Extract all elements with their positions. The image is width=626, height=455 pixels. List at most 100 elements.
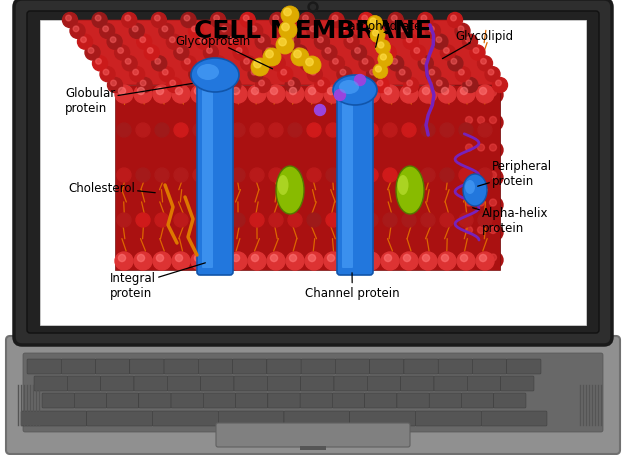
Ellipse shape bbox=[333, 76, 377, 106]
Circle shape bbox=[370, 70, 376, 76]
Circle shape bbox=[288, 124, 302, 138]
Circle shape bbox=[125, 16, 131, 22]
Circle shape bbox=[103, 27, 108, 33]
Circle shape bbox=[269, 213, 283, 228]
Circle shape bbox=[475, 88, 491, 104]
Circle shape bbox=[100, 24, 115, 39]
Text: Integral
protein: Integral protein bbox=[110, 263, 205, 299]
Circle shape bbox=[279, 39, 286, 47]
Circle shape bbox=[103, 70, 109, 76]
Circle shape bbox=[423, 255, 429, 262]
Circle shape bbox=[324, 86, 342, 104]
Circle shape bbox=[210, 14, 225, 29]
Circle shape bbox=[108, 78, 123, 93]
Circle shape bbox=[426, 24, 440, 39]
Circle shape bbox=[359, 14, 374, 29]
FancyBboxPatch shape bbox=[429, 393, 461, 408]
Circle shape bbox=[267, 253, 285, 270]
Circle shape bbox=[421, 213, 435, 228]
Circle shape bbox=[229, 86, 247, 104]
Circle shape bbox=[463, 143, 479, 159]
Circle shape bbox=[251, 27, 257, 33]
Circle shape bbox=[255, 35, 270, 50]
FancyBboxPatch shape bbox=[401, 376, 434, 391]
Circle shape bbox=[137, 255, 145, 262]
Circle shape bbox=[118, 255, 126, 262]
FancyBboxPatch shape bbox=[350, 411, 416, 426]
Circle shape bbox=[448, 57, 463, 72]
Circle shape bbox=[93, 57, 108, 72]
Circle shape bbox=[400, 253, 418, 270]
Circle shape bbox=[136, 213, 150, 228]
Circle shape bbox=[419, 86, 437, 104]
Circle shape bbox=[130, 67, 145, 82]
Circle shape bbox=[269, 124, 283, 138]
Circle shape bbox=[213, 255, 220, 262]
Circle shape bbox=[440, 213, 454, 228]
Circle shape bbox=[370, 29, 385, 43]
FancyBboxPatch shape bbox=[438, 359, 473, 374]
FancyBboxPatch shape bbox=[164, 359, 198, 374]
Circle shape bbox=[254, 61, 261, 69]
Circle shape bbox=[200, 81, 205, 86]
Circle shape bbox=[281, 70, 287, 76]
Circle shape bbox=[210, 86, 228, 104]
Circle shape bbox=[307, 24, 322, 39]
Circle shape bbox=[369, 27, 375, 33]
Circle shape bbox=[487, 88, 503, 104]
Ellipse shape bbox=[277, 176, 289, 196]
Circle shape bbox=[212, 213, 226, 228]
Circle shape bbox=[478, 172, 485, 179]
Circle shape bbox=[140, 81, 146, 86]
FancyBboxPatch shape bbox=[27, 12, 599, 333]
Circle shape bbox=[374, 35, 389, 50]
Circle shape bbox=[362, 59, 368, 65]
Circle shape bbox=[354, 76, 366, 86]
Circle shape bbox=[340, 70, 346, 76]
Circle shape bbox=[480, 88, 486, 96]
Circle shape bbox=[381, 46, 396, 61]
Circle shape bbox=[300, 57, 315, 72]
Circle shape bbox=[289, 88, 297, 96]
Ellipse shape bbox=[191, 59, 239, 93]
Circle shape bbox=[291, 49, 309, 67]
FancyBboxPatch shape bbox=[332, 393, 365, 408]
Bar bbox=[300, 446, 326, 450]
FancyBboxPatch shape bbox=[336, 359, 370, 374]
Circle shape bbox=[463, 197, 479, 213]
Circle shape bbox=[346, 88, 354, 96]
Circle shape bbox=[332, 16, 338, 22]
Circle shape bbox=[286, 86, 304, 104]
Circle shape bbox=[329, 14, 344, 29]
Circle shape bbox=[458, 70, 464, 76]
Circle shape bbox=[487, 197, 503, 213]
Circle shape bbox=[381, 253, 399, 270]
Circle shape bbox=[314, 35, 329, 50]
Circle shape bbox=[212, 169, 226, 182]
Circle shape bbox=[473, 49, 479, 54]
Circle shape bbox=[459, 213, 473, 228]
Circle shape bbox=[433, 35, 448, 50]
Circle shape bbox=[174, 124, 188, 138]
Circle shape bbox=[134, 86, 152, 104]
FancyBboxPatch shape bbox=[134, 376, 167, 391]
Circle shape bbox=[475, 253, 491, 268]
Circle shape bbox=[485, 67, 500, 82]
Circle shape bbox=[278, 67, 293, 82]
Circle shape bbox=[174, 213, 188, 228]
Circle shape bbox=[236, 49, 242, 54]
Circle shape bbox=[314, 105, 326, 116]
FancyBboxPatch shape bbox=[300, 393, 332, 408]
Circle shape bbox=[302, 16, 308, 22]
Circle shape bbox=[383, 213, 397, 228]
Circle shape bbox=[378, 43, 384, 49]
FancyBboxPatch shape bbox=[367, 376, 401, 391]
Circle shape bbox=[289, 255, 297, 262]
Circle shape bbox=[340, 27, 346, 33]
Circle shape bbox=[310, 27, 316, 33]
Circle shape bbox=[399, 27, 404, 33]
FancyBboxPatch shape bbox=[473, 359, 506, 374]
Circle shape bbox=[250, 169, 264, 182]
Circle shape bbox=[359, 57, 374, 72]
FancyBboxPatch shape bbox=[130, 359, 164, 374]
